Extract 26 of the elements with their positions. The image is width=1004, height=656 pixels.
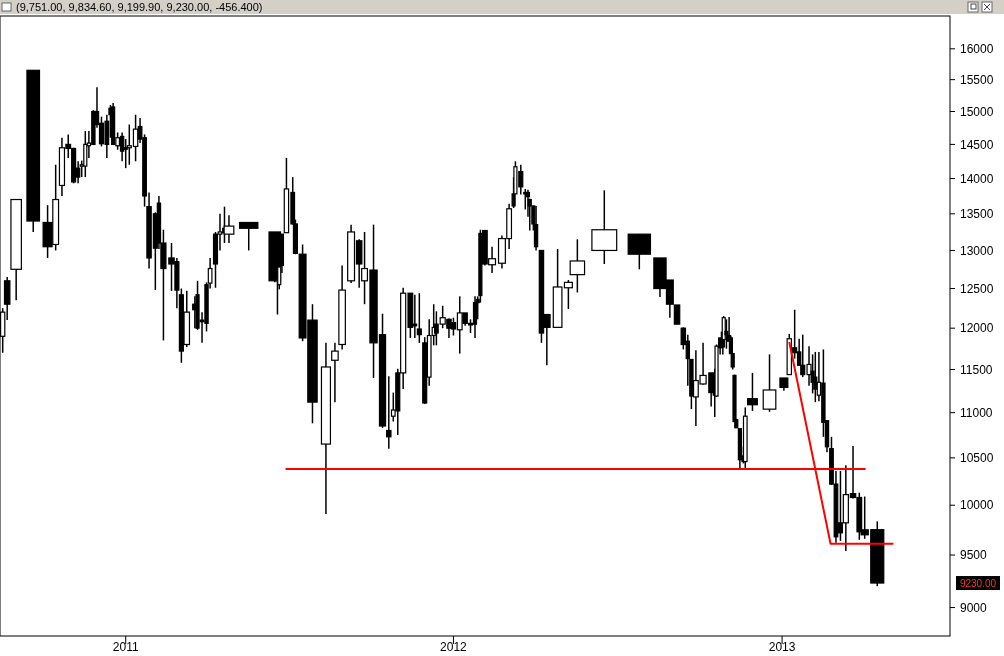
candlestick <box>724 318 729 350</box>
y-tick-label: 13000 <box>960 243 994 258</box>
candlestick <box>386 375 392 450</box>
x-tick-label: 2011 <box>112 640 139 654</box>
y-tick-label: 9500 <box>960 548 988 563</box>
y-tick-label: 10500 <box>960 451 994 466</box>
y-tick-label: 14500 <box>960 137 994 152</box>
y-tick-label: 15000 <box>960 104 994 119</box>
y-tick-label: 11000 <box>960 405 993 420</box>
chart-title: (9,751.00, 9,834.60, 9,199.90, 9,230.00, -456.400) <box>16 1 263 13</box>
candlestick <box>331 342 339 403</box>
y-tick-label: 11500 <box>960 362 993 377</box>
y-tick-label: 12500 <box>960 281 994 296</box>
y-tick-label: 9000 <box>960 600 988 615</box>
y-tick-label: 10000 <box>960 498 994 513</box>
candlestick <box>472 295 478 339</box>
x-tick-label: 2012 <box>440 640 468 654</box>
candlestick <box>416 292 422 344</box>
y-tick-label: 13500 <box>960 207 994 221</box>
y-tick-label: 16000 <box>960 42 994 57</box>
y-tick-label: 12000 <box>960 321 994 336</box>
x-tick-label: 2013 <box>768 640 796 654</box>
y-tick-label: 14000 <box>960 171 994 186</box>
y-tick-label: 15500 <box>960 72 994 87</box>
candlestick <box>83 130 88 178</box>
text: 9230.00 <box>959 577 997 589</box>
